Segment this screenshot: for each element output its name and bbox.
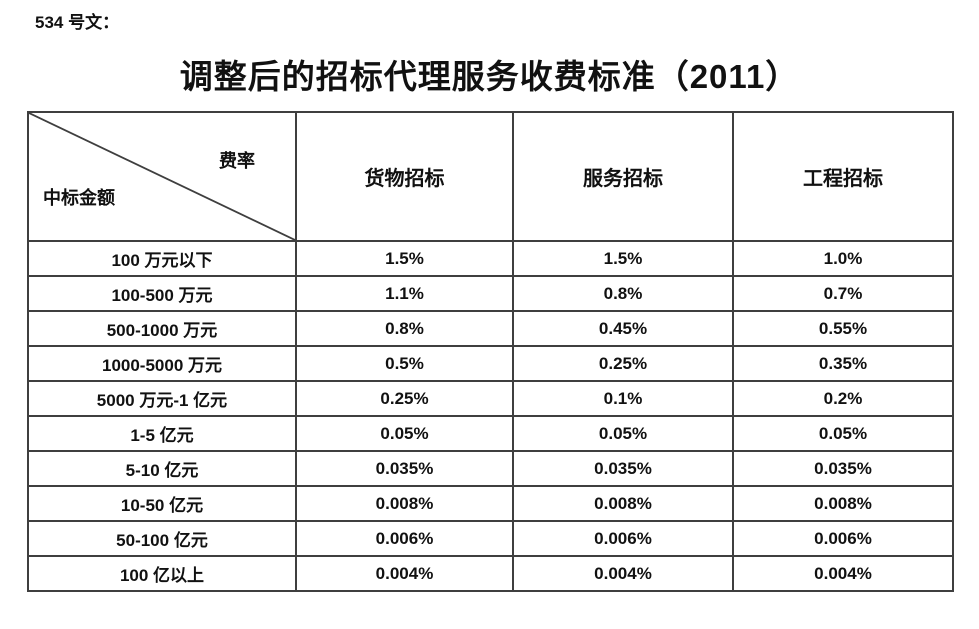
fee-goods: 1.5% (295, 240, 514, 277)
fee-works: 1.0% (732, 240, 954, 277)
diagonal-line (29, 113, 295, 240)
fee-service: 0.45% (512, 310, 734, 347)
fee-works: 0.035% (732, 450, 954, 487)
fee-service: 0.006% (512, 520, 734, 557)
doc-number-label: 534 号文： (35, 13, 120, 32)
amount-range-label: 5000 万元-1 亿元 (27, 380, 297, 417)
fee-service: 0.008% (512, 485, 734, 522)
fee-service: 0.05% (512, 415, 734, 452)
table-header-row: 费率 中标金额 货物招标 服务招标 工程招标 (27, 111, 954, 242)
table-row: 100 万元以下 1.5% 1.5% 1.0% (27, 240, 954, 277)
page-title: 调整后的招标代理服务收费标准（2011） (179, 58, 800, 95)
fee-service: 0.1% (512, 380, 734, 417)
fee-works: 0.35% (732, 345, 954, 382)
amount-range-label: 50-100 亿元 (27, 520, 297, 557)
column-header-service: 服务招标 (512, 111, 734, 242)
table-row: 1000-5000 万元 0.5% 0.25% 0.35% (27, 345, 954, 382)
table-row: 100 亿以上 0.004% 0.004% 0.004% (27, 555, 954, 592)
table-row: 100-500 万元 1.1% 0.8% 0.7% (27, 275, 954, 312)
corner-label-amount: 中标金额 (43, 188, 115, 208)
fee-service: 1.5% (512, 240, 734, 277)
fee-works: 0.55% (732, 310, 954, 347)
fee-service: 0.8% (512, 275, 734, 312)
fee-goods: 0.035% (295, 450, 514, 487)
fee-works: 0.7% (732, 275, 954, 312)
table-row: 5000 万元-1 亿元 0.25% 0.1% 0.2% (27, 380, 954, 417)
table-row: 5-10 亿元 0.035% 0.035% 0.035% (27, 450, 954, 487)
fee-goods: 1.1% (295, 275, 514, 312)
table-row: 50-100 亿元 0.006% 0.006% 0.006% (27, 520, 954, 557)
fee-goods: 0.5% (295, 345, 514, 382)
fee-works: 0.05% (732, 415, 954, 452)
table-row: 10-50 亿元 0.008% 0.008% 0.008% (27, 485, 954, 522)
fee-goods: 0.006% (295, 520, 514, 557)
column-header-works: 工程招标 (732, 111, 954, 242)
fee-service: 0.004% (512, 555, 734, 592)
fee-works: 0.008% (732, 485, 954, 522)
amount-range-label: 100 亿以上 (27, 555, 297, 592)
fee-service: 0.035% (512, 450, 734, 487)
fee-goods: 0.008% (295, 485, 514, 522)
fee-standard-table: 费率 中标金额 货物招标 服务招标 工程招标 100 万元以下 1.5% 1.5… (27, 111, 954, 592)
column-header-goods: 货物招标 (295, 111, 514, 242)
amount-range-label: 1000-5000 万元 (27, 345, 297, 382)
fee-goods: 0.25% (295, 380, 514, 417)
amount-range-label: 100 万元以下 (27, 240, 297, 277)
fee-goods: 0.004% (295, 555, 514, 592)
amount-range-label: 500-1000 万元 (27, 310, 297, 347)
fee-works: 0.006% (732, 520, 954, 557)
fee-goods: 0.8% (295, 310, 514, 347)
amount-range-label: 100-500 万元 (27, 275, 297, 312)
amount-range-label: 10-50 亿元 (27, 485, 297, 522)
fee-goods: 0.05% (295, 415, 514, 452)
amount-range-label: 1-5 亿元 (27, 415, 297, 452)
fee-works: 0.004% (732, 555, 954, 592)
fee-service: 0.25% (512, 345, 734, 382)
corner-header-cell: 费率 中标金额 (27, 111, 297, 242)
fee-works: 0.2% (732, 380, 954, 417)
table-row: 1-5 亿元 0.05% 0.05% 0.05% (27, 415, 954, 452)
table-row: 500-1000 万元 0.8% 0.45% 0.55% (27, 310, 954, 347)
corner-label-rate: 费率 (219, 151, 255, 171)
amount-range-label: 5-10 亿元 (27, 450, 297, 487)
